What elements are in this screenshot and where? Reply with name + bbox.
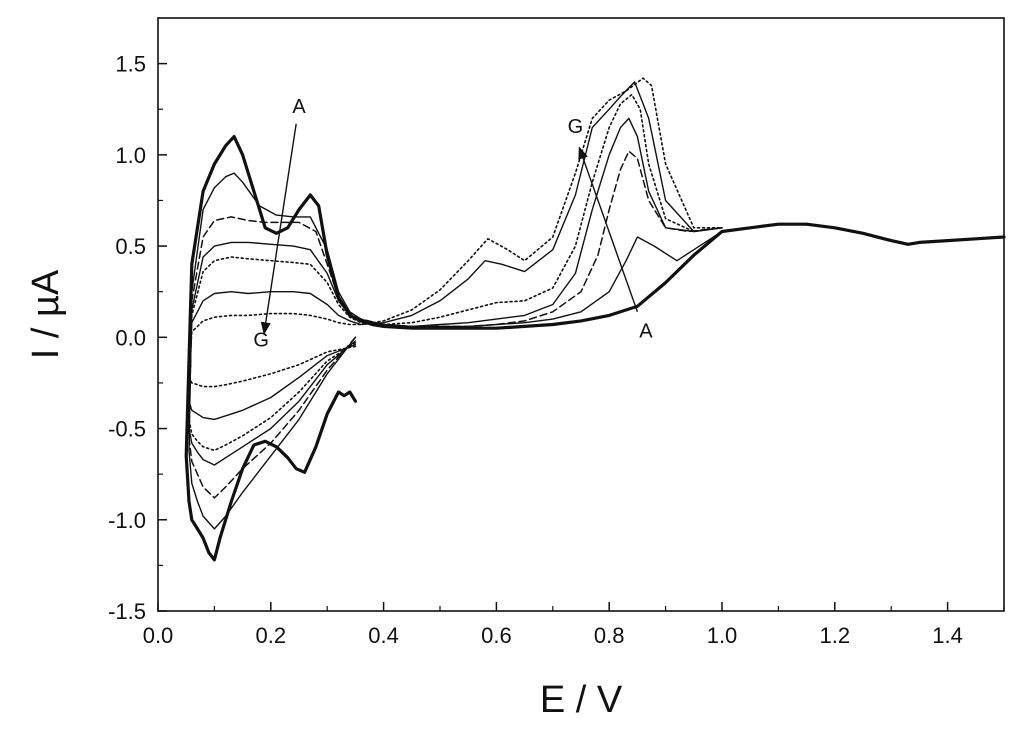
curve-annotation-2: G — [253, 329, 269, 351]
curve-annotation-1: A — [292, 96, 306, 118]
series-line-2 — [188, 172, 723, 530]
x-tick-label: 1.4 — [932, 623, 963, 648]
y-tick-label: -1.5 — [108, 599, 146, 624]
series-layer — [184, 77, 1006, 562]
x-axis-label: E / V — [540, 679, 623, 721]
series-line-1 — [184, 135, 1006, 562]
x-tick-label: 0.4 — [368, 623, 399, 648]
y-axis-label: I / µA — [25, 269, 67, 359]
x-tick-label: 0.0 — [143, 623, 174, 648]
x-tick-label: 0.2 — [256, 623, 287, 648]
curve-annotation-3: G — [568, 116, 584, 138]
x-tick-label: 0.8 — [594, 623, 625, 648]
plot-frame — [157, 17, 1005, 612]
trend-arrow-2 — [578, 146, 639, 312]
x-tick-label: 1.2 — [820, 623, 851, 648]
x-tick-label: 0.6 — [481, 623, 512, 648]
y-tick-label: 0.5 — [115, 234, 146, 259]
series-line-5 — [188, 93, 723, 452]
curve-annotation-4: A — [639, 320, 653, 342]
y-tick-label: 1.5 — [115, 52, 146, 77]
annotation-layer: A G G A — [253, 96, 653, 352]
y-tick-label: -1.0 — [108, 508, 146, 533]
ticks-layer: 0.0 0.2 0.4 0.6 0.8 1.0 1.2 1.4 -1.5 -1.0 -0.5 0.0 0… — [108, 52, 1005, 648]
y-tick-label: 1.0 — [115, 143, 146, 168]
series-line-7 — [188, 77, 723, 388]
trend-arrow-1 — [260, 123, 297, 335]
series-line-3 — [188, 150, 723, 499]
plot-border — [157, 17, 1005, 612]
y-tick-label: -0.5 — [108, 417, 146, 442]
series-line-4 — [188, 117, 723, 466]
y-tick-label: 0.0 — [115, 325, 146, 350]
x-tick-label: 1.0 — [707, 623, 738, 648]
series-line-6 — [188, 81, 723, 421]
